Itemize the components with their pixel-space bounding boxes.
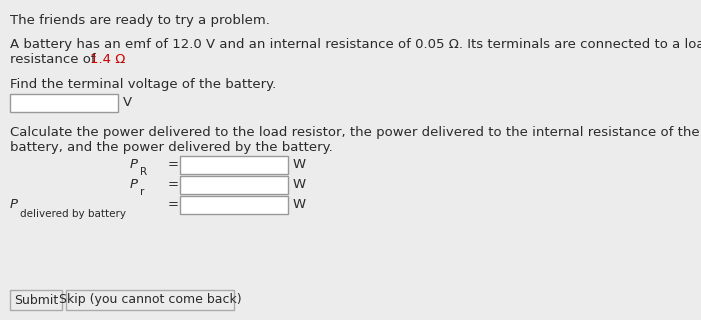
Text: Find the terminal voltage of the battery.: Find the terminal voltage of the battery… [10, 78, 276, 91]
Text: .: . [118, 53, 123, 66]
Text: W: W [293, 198, 306, 212]
Text: V: V [123, 97, 132, 109]
Text: Skip (you cannot come back): Skip (you cannot come back) [59, 293, 241, 307]
Bar [180, 176, 288, 194]
Text: 1.4 Ω: 1.4 Ω [90, 53, 125, 66]
Bar [66, 290, 234, 310]
Bar [180, 196, 288, 214]
Text: =: = [168, 198, 179, 212]
Text: Calculate the power delivered to the load resistor, the power delivered to the i: Calculate the power delivered to the loa… [10, 126, 700, 139]
Text: A battery has an emf of 12.0 V and an internal resistance of 0.05 Ω. Its termina: A battery has an emf of 12.0 V and an in… [10, 38, 701, 51]
Text: r: r [140, 187, 144, 197]
Bar [10, 290, 62, 310]
Text: W: W [293, 158, 306, 172]
Text: P: P [130, 179, 138, 191]
Bar [180, 156, 288, 174]
Text: P: P [10, 198, 18, 212]
Text: The friends are ready to try a problem.: The friends are ready to try a problem. [10, 14, 270, 27]
Text: resistance of: resistance of [10, 53, 100, 66]
Text: P: P [130, 158, 138, 172]
Text: W: W [293, 179, 306, 191]
Text: =: = [168, 179, 179, 191]
Text: R: R [140, 167, 147, 177]
Text: Submit: Submit [14, 293, 58, 307]
Bar [10, 94, 118, 112]
Text: battery, and the power delivered by the battery.: battery, and the power delivered by the … [10, 141, 333, 154]
Text: =: = [168, 158, 179, 172]
Text: delivered by battery: delivered by battery [20, 209, 126, 219]
